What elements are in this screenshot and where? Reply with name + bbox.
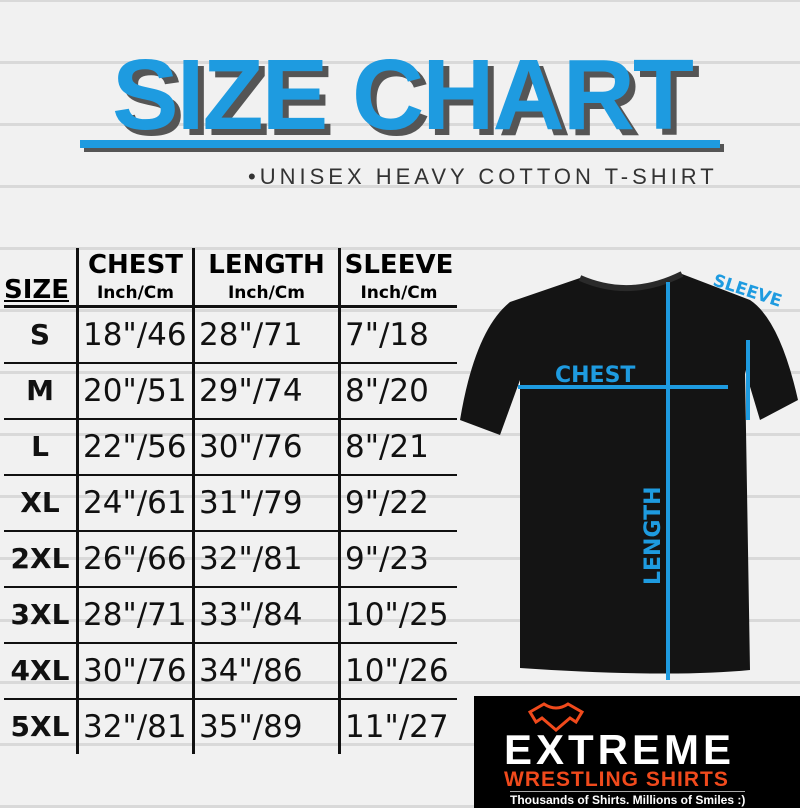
sleeve-cell: 8"/20 [338, 361, 457, 419]
chest-cell: 28"/71 [76, 585, 194, 643]
sleeve-cell: 8"/21 [338, 417, 457, 475]
table-row: S 18"/46 28"/71 7"/18 [4, 305, 457, 363]
chest-diagram-label: CHEST [555, 363, 635, 388]
size-header: SIZE [4, 248, 78, 308]
size-cell: 3XL [4, 585, 78, 643]
table-row: M 20"/51 29"/74 8"/20 [4, 361, 457, 419]
logo-line1: EXTREME [504, 726, 736, 773]
page-title: SIZE CHART [112, 39, 694, 151]
sleeve-cell: 9"/22 [338, 473, 457, 531]
logo-tagline: Thousands of Shirts. Millions of Smiles … [510, 791, 746, 807]
length-cell: 29"/74 [192, 361, 340, 419]
subtitle: •UNISEX HEAVY COTTON T-SHIRT [248, 164, 718, 189]
table-row: 5XL 32"/81 35"/89 11"/27 [4, 697, 457, 754]
length-unit: Inch/Cm [227, 282, 305, 303]
chest-unit: Inch/Cm [96, 282, 174, 303]
sleeve-cell: 11"/27 [338, 697, 457, 754]
chest-cell: 24"/61 [76, 473, 194, 531]
size-cell: XL [4, 473, 78, 531]
sleeve-cell: 9"/23 [338, 529, 457, 587]
table-row: XL 24"/61 31"/79 9"/22 [4, 473, 457, 531]
title-underline [80, 140, 720, 148]
sleeve-label: SLEEVE [344, 249, 454, 280]
chest-cell: 18"/46 [76, 305, 194, 363]
length-label: LENGTH [208, 249, 325, 280]
chest-cell: 30"/76 [76, 641, 194, 699]
sleeve-cell: 10"/26 [338, 641, 457, 699]
length-cell: 34"/86 [192, 641, 340, 699]
length-cell: 35"/89 [192, 697, 340, 754]
table-header: SIZE CHEST Inch/Cm LENGTH Inch/Cm SLEEVE In… [4, 248, 457, 308]
size-cell: 4XL [4, 641, 78, 699]
chest-cell: 22"/56 [76, 417, 194, 475]
length-cell: 31"/79 [192, 473, 340, 531]
brand-logo: EXTREME WRESTLING SHIRTS Thousands of Sh… [474, 696, 800, 808]
length-cell: 30"/76 [192, 417, 340, 475]
tshirt-diagram: CHEST LENGTH SLEEVE [460, 271, 798, 680]
length-diagram-label: LENGTH [641, 486, 666, 585]
size-table: SIZE CHEST Inch/Cm LENGTH Inch/Cm SLEEVE In… [4, 248, 457, 754]
chest-cell: 26"/66 [76, 529, 194, 587]
sleeve-cell: 10"/25 [338, 585, 457, 643]
table-row: 4XL 30"/76 34"/86 10"/26 [4, 641, 457, 699]
shirt-logo-icon [527, 702, 585, 732]
sleeve-cell: 7"/18 [338, 305, 457, 363]
size-cell: L [4, 417, 78, 475]
tshirt-icon [460, 274, 798, 674]
table-row: 2XL 26"/66 32"/81 9"/23 [4, 529, 457, 587]
size-cell: S [4, 305, 78, 363]
chest-cell: 32"/81 [76, 697, 194, 754]
size-cell: 5XL [4, 697, 78, 754]
size-cell: 2XL [4, 529, 78, 587]
table-row: L 22"/56 30"/76 8"/21 [4, 417, 457, 475]
chest-label: CHEST [87, 249, 184, 280]
chest-cell: 20"/51 [76, 361, 194, 419]
length-cell: 33"/84 [192, 585, 340, 643]
table-row: 3XL 28"/71 33"/84 10"/25 [4, 585, 457, 643]
size-cell: M [4, 361, 78, 419]
sleeve-header: SLEEVE Inch/Cm [338, 248, 457, 308]
logo-line2: WRESTLING SHIRTS [504, 768, 729, 791]
length-header: LENGTH Inch/Cm [192, 248, 340, 308]
length-cell: 32"/81 [192, 529, 340, 587]
length-cell: 28"/71 [192, 305, 340, 363]
sleeve-unit: Inch/Cm [360, 282, 438, 303]
chest-header: CHEST Inch/Cm [76, 248, 194, 308]
